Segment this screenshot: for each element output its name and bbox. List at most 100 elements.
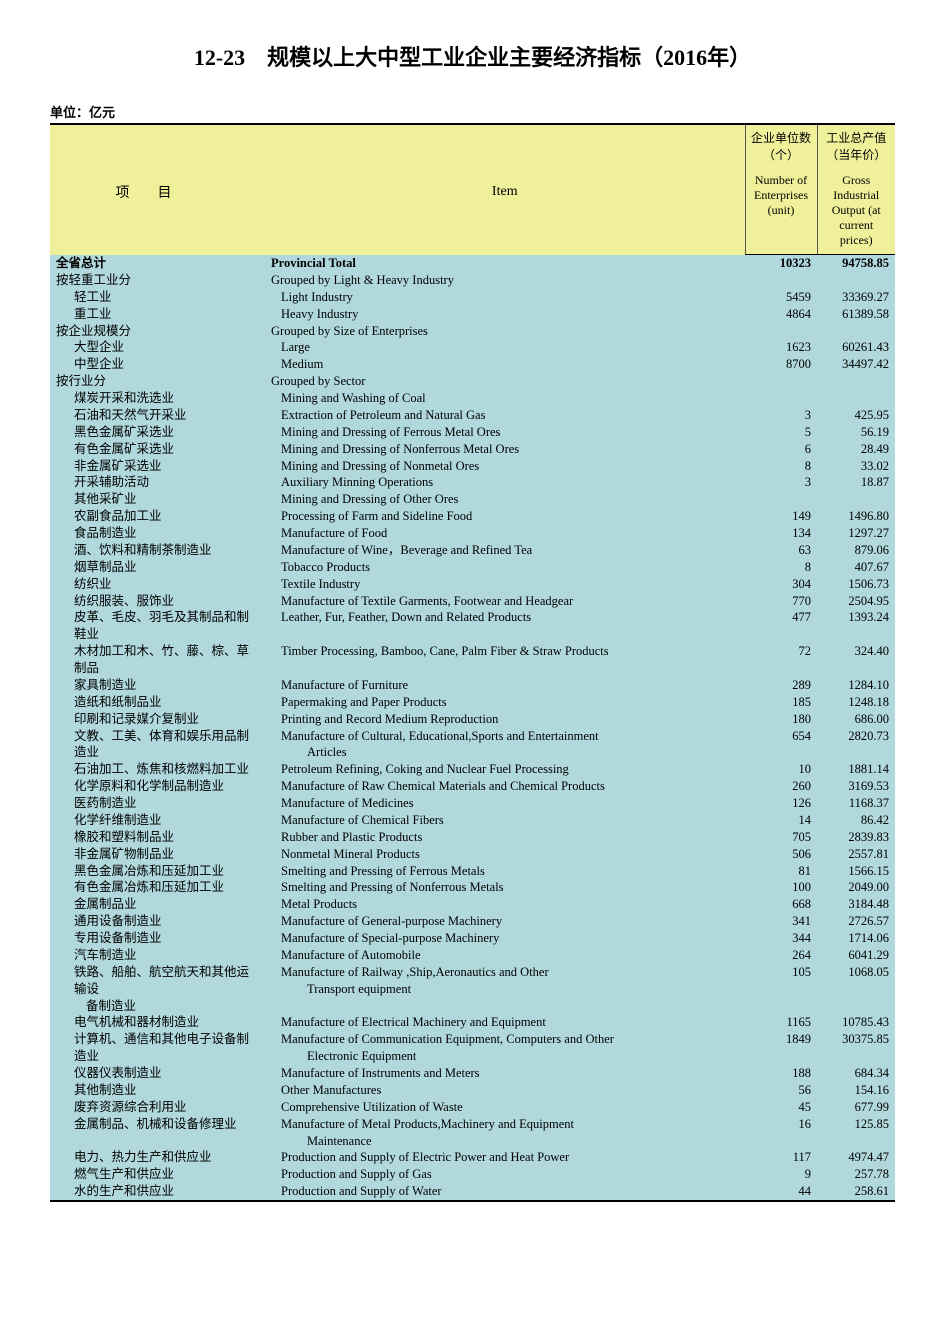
cell-output: 1284.10 xyxy=(817,677,895,694)
table-row: 黑色金属矿采选业Mining and Dressing of Ferrous M… xyxy=(50,424,895,441)
cell-item-en: Grouped by Size of Enterprises xyxy=(265,323,745,340)
cell-item-en: Manufacture of Railway ,Ship,Aeronautics… xyxy=(265,964,745,1015)
cell-output: 1714.06 xyxy=(817,930,895,947)
table-row: 木材加工和木、竹、藤、棕、草制品Timber Processing, Bambo… xyxy=(50,643,895,677)
cell-item-cn: 中型企业 xyxy=(50,356,265,373)
table-row: 电气机械和器材制造业Manufacture of Electrical Mach… xyxy=(50,1014,895,1031)
cell-enterprises: 149 xyxy=(745,508,817,525)
cell-item-cn: 文教、工美、体育和娱乐用品制造业 xyxy=(50,728,265,762)
table-row: 计算机、通信和其他电子设备制造业Manufacture of Communica… xyxy=(50,1031,895,1065)
table-row: 化学纤维制造业Manufacture of Chemical Fibers148… xyxy=(50,812,895,829)
cell-enterprises: 117 xyxy=(745,1149,817,1166)
cell-item-cn: 黑色金属冶炼和压延加工业 xyxy=(50,863,265,880)
cell-item-en: Smelting and Pressing of Ferrous Metals xyxy=(265,863,745,880)
cell-enterprises: 16 xyxy=(745,1116,817,1150)
cell-output: 4974.47 xyxy=(817,1149,895,1166)
cell-item-cn: 煤炭开采和洗选业 xyxy=(50,390,265,407)
cell-output: 425.95 xyxy=(817,407,895,424)
cell-output: 686.00 xyxy=(817,711,895,728)
cell-output: 86.42 xyxy=(817,812,895,829)
cell-output xyxy=(817,272,895,289)
cell-output xyxy=(817,390,895,407)
cell-item-cn: 烟草制品业 xyxy=(50,559,265,576)
cell-item-cn: 金属制品、机械和设备修理业 xyxy=(50,1116,265,1150)
table-row: 其他采矿业Mining and Dressing of Other Ores xyxy=(50,491,895,508)
cell-enterprises: 4864 xyxy=(745,306,817,323)
cell-enterprises xyxy=(745,272,817,289)
cell-item-cn: 黑色金属矿采选业 xyxy=(50,424,265,441)
cell-item-en: Mining and Dressing of Nonmetal Ores xyxy=(265,458,745,475)
cell-enterprises: 264 xyxy=(745,947,817,964)
cell-output: 94758.85 xyxy=(817,255,895,272)
table-row: 废弃资源综合利用业Comprehensive Utilization of Wa… xyxy=(50,1099,895,1116)
cell-item-cn: 有色金属矿采选业 xyxy=(50,441,265,458)
table-row: 金属制品、机械和设备修理业Manufacture of Metal Produc… xyxy=(50,1116,895,1150)
cell-item-cn: 废弃资源综合利用业 xyxy=(50,1099,265,1116)
cell-item-en: Manufacture of Cultural, Educational,Spo… xyxy=(265,728,745,762)
table-row: 文教、工美、体育和娱乐用品制造业Manufacture of Cultural,… xyxy=(50,728,895,762)
cell-item-cn: 化学纤维制造业 xyxy=(50,812,265,829)
cell-enterprises: 10323 xyxy=(745,255,817,272)
table-row: 皮革、毛皮、羽毛及其制品和制鞋业Leather, Fur, Feather, D… xyxy=(50,609,895,643)
cell-enterprises: 63 xyxy=(745,542,817,559)
cell-output: 18.87 xyxy=(817,474,895,491)
table-row: 石油和天然气开采业Extraction of Petroleum and Nat… xyxy=(50,407,895,424)
cell-item-en: Manufacture of Metal Products,Machinery … xyxy=(265,1116,745,1150)
cell-item-en: Smelting and Pressing of Nonferrous Meta… xyxy=(265,879,745,896)
cell-item-cn: 按行业分 xyxy=(50,373,265,390)
cell-item-en: Medium xyxy=(265,356,745,373)
cell-item-en: Mining and Dressing of Other Ores xyxy=(265,491,745,508)
table-row: 非金属矿物制品业Nonmetal Mineral Products5062557… xyxy=(50,846,895,863)
cell-enterprises: 668 xyxy=(745,896,817,913)
cell-enterprises: 100 xyxy=(745,879,817,896)
table-row: 医药制造业Manufacture of Medicines1261168.37 xyxy=(50,795,895,812)
cell-enterprises: 185 xyxy=(745,694,817,711)
cell-item-cn: 石油和天然气开采业 xyxy=(50,407,265,424)
cell-enterprises: 5459 xyxy=(745,289,817,306)
table-row: 水的生产和供应业Production and Supply of Water44… xyxy=(50,1183,895,1201)
cell-item-en: Manufacture of Chemical Fibers xyxy=(265,812,745,829)
cell-output: 125.85 xyxy=(817,1116,895,1150)
cell-item-cn: 开采辅助活动 xyxy=(50,474,265,491)
cell-item-cn: 大型企业 xyxy=(50,339,265,356)
table-row: 通用设备制造业Manufacture of General-purpose Ma… xyxy=(50,913,895,930)
cell-output: 407.67 xyxy=(817,559,895,576)
cell-item-en: Grouped by Light & Heavy Industry xyxy=(265,272,745,289)
table-row: 食品制造业Manufacture of Food1341297.27 xyxy=(50,525,895,542)
cell-item-en: Papermaking and Paper Products xyxy=(265,694,745,711)
cell-output: 684.34 xyxy=(817,1065,895,1082)
cell-enterprises: 134 xyxy=(745,525,817,542)
cell-output: 33369.27 xyxy=(817,289,895,306)
cell-item-en: Leather, Fur, Feather, Down and Related … xyxy=(265,609,745,643)
cell-item-cn: 家具制造业 xyxy=(50,677,265,694)
cell-item-cn: 造纸和纸制品业 xyxy=(50,694,265,711)
cell-item-cn: 非金属矿采选业 xyxy=(50,458,265,475)
cell-output: 2504.95 xyxy=(817,593,895,610)
table-row: 铁路、船舶、航空航天和其他运输设备制造业Manufacture of Railw… xyxy=(50,964,895,1015)
cell-enterprises: 10 xyxy=(745,761,817,778)
cell-item-en: Processing of Farm and Sideline Food xyxy=(265,508,745,525)
cell-item-en: Tobacco Products xyxy=(265,559,745,576)
table-row: 烟草制品业Tobacco Products8407.67 xyxy=(50,559,895,576)
table-row: 其他制造业Other Manufactures56154.16 xyxy=(50,1082,895,1099)
cell-item-en: Manufacture of Special-purpose Machinery xyxy=(265,930,745,947)
table-row: 燃气生产和供应业Production and Supply of Gas9257… xyxy=(50,1166,895,1183)
cell-item-en: Grouped by Sector xyxy=(265,373,745,390)
cell-item-cn: 电力、热力生产和供应业 xyxy=(50,1149,265,1166)
cell-item-cn: 木材加工和木、竹、藤、棕、草制品 xyxy=(50,643,265,677)
cell-output: 2726.57 xyxy=(817,913,895,930)
cell-item-en: Light Industry xyxy=(265,289,745,306)
cell-enterprises: 506 xyxy=(745,846,817,863)
table-row: 开采辅助活动Auxiliary Minning Operations318.87 xyxy=(50,474,895,491)
cell-item-cn: 食品制造业 xyxy=(50,525,265,542)
cell-item-cn: 橡胶和塑料制品业 xyxy=(50,829,265,846)
cell-item-en: Production and Supply of Gas xyxy=(265,1166,745,1183)
data-table: 项目 Item 企业单位数（个） 工业总产值（当年价） Number of En… xyxy=(50,123,895,1202)
table-row: 中型企业Medium870034497.42 xyxy=(50,356,895,373)
cell-output: 2049.00 xyxy=(817,879,895,896)
cell-item-en: Production and Supply of Electric Power … xyxy=(265,1149,745,1166)
table-row: 农副食品加工业Processing of Farm and Sideline F… xyxy=(50,508,895,525)
cell-item-en: Manufacture of Food xyxy=(265,525,745,542)
cell-enterprises: 45 xyxy=(745,1099,817,1116)
table-row: 按行业分Grouped by Sector xyxy=(50,373,895,390)
